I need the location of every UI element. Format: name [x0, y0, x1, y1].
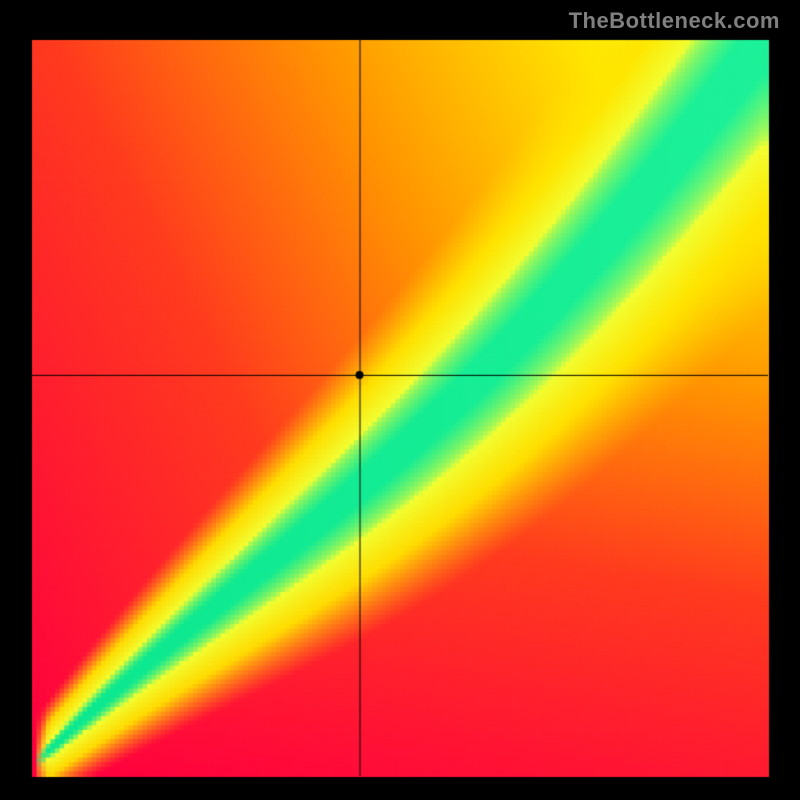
- chart-container: TheBottleneck.com: [0, 0, 800, 800]
- watermark-text: TheBottleneck.com: [569, 8, 780, 34]
- bottleneck-heatmap: [0, 0, 800, 800]
